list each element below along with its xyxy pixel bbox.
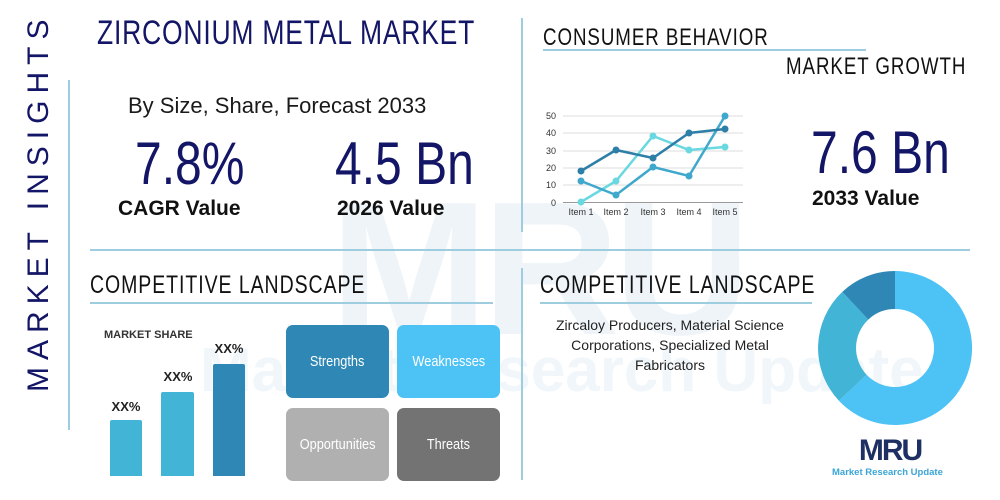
swot-opportunities: Opportunities [286, 408, 389, 481]
competitive-left-text: COMPETITIVE LANDSCAPE [90, 271, 366, 299]
cagr-value: 7.8% [135, 134, 272, 194]
swot-weaknesses: Weaknesses [397, 325, 500, 398]
svg-text:Item 3: Item 3 [640, 207, 665, 217]
svg-text:10: 10 [546, 180, 556, 190]
top-center-divider [521, 18, 523, 232]
market-share-bar-3 [213, 364, 245, 476]
svg-text:Item 4: Item 4 [676, 207, 701, 217]
market-share-bar-2 [161, 392, 194, 476]
svg-text:Item 2: Item 2 [603, 207, 628, 217]
svg-text:40: 40 [546, 128, 556, 138]
value-2026-label: 2026 Value [337, 197, 445, 220]
swot-strengths-label: Strengths [310, 353, 365, 370]
swot-weaknesses-label: Weaknesses [412, 353, 485, 370]
swot-threats: Threats [397, 408, 500, 481]
consumer-behavior-underline [543, 49, 866, 51]
middle-divider [90, 249, 970, 251]
svg-text:Item 1: Item 1 [568, 207, 593, 217]
line-chart: 50 40 30 20 10 0 Item 1 Item 2 Item 3 It… [546, 111, 743, 217]
bottom-center-divider [521, 268, 523, 480]
cagr-number: 7.8% [135, 130, 245, 197]
market-share-bar-1 [110, 420, 142, 476]
market-growth-heading: MARKET GROWTH [786, 53, 1000, 81]
competitive-landscape-right-heading: COMPETITIVE LANDSCAPE [540, 271, 893, 300]
bar-label-2: XX% [163, 369, 193, 384]
mru-logo: MRU Market Research Update [832, 434, 943, 479]
swot-opportunities-label: Opportunities [299, 436, 376, 453]
side-label-text: MARKET INSIGHTS [22, 12, 55, 392]
market-growth-text: MARKET GROWTH [786, 53, 967, 80]
competitive-right-underline [540, 302, 812, 304]
competitive-right-text: COMPETITIVE LANDSCAPE [540, 271, 816, 299]
value-2033-label: 2033 Value [812, 187, 920, 210]
left-divider [68, 80, 70, 430]
competitive-left-underline [90, 302, 493, 304]
cagr-label: CAGR Value [118, 197, 241, 220]
value-2026: 4.5 Bn [335, 134, 508, 194]
donut-chart [818, 271, 973, 425]
svg-text:50: 50 [546, 111, 556, 121]
title-text: ZIRCONIUM METAL MARKET [97, 14, 476, 52]
swot-threats-label: Threats [426, 436, 471, 453]
logo-mark: MRU [858, 434, 923, 467]
logo-text: Market Research Update [832, 467, 943, 478]
market-share-label: MARKET SHARE [104, 329, 193, 341]
value-2033: 7.6 Bn [811, 123, 984, 183]
value-2033-number: 7.6 Bn [811, 119, 950, 186]
subtitle: By Size, Share, Forecast 2033 [128, 93, 427, 118]
svg-text:20: 20 [546, 163, 556, 173]
bar-label-1: XX% [111, 399, 141, 414]
svg-text:Item 5: Item 5 [712, 207, 737, 217]
page-title: ZIRCONIUM METAL MARKET [97, 14, 582, 53]
bar-label-3: XX% [214, 341, 244, 356]
svg-text:0: 0 [551, 198, 556, 208]
competitor-list: Zircaloy Producers, Material Science Cor… [556, 317, 784, 373]
value-2026-number: 4.5 Bn [335, 130, 474, 197]
svg-text:30: 30 [546, 146, 556, 156]
consumer-behavior-heading: CONSUMER BEHAVIOR [543, 24, 832, 52]
swot-strengths: Strengths [286, 325, 389, 398]
consumer-behavior-text: CONSUMER BEHAVIOR [543, 24, 769, 51]
competitive-landscape-left-heading: COMPETITIVE LANDSCAPE [90, 271, 443, 300]
